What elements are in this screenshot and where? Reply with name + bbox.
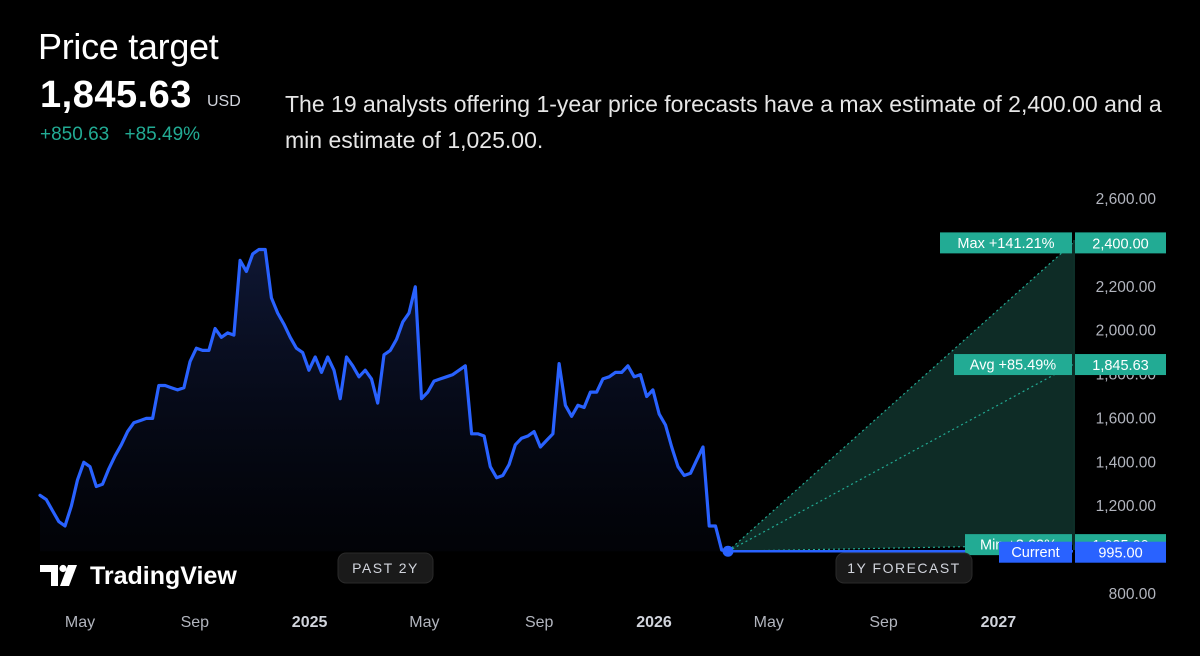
currency-label: USD (207, 93, 241, 110)
price-change: +850.63 +85.49% (40, 124, 210, 146)
change-percent: +85.49% (124, 124, 201, 145)
change-absolute: +850.63 (40, 124, 110, 145)
y-tick-label: 1,200.00 (1096, 498, 1157, 515)
x-tick-label: 2025 (292, 614, 328, 631)
forecast-tags: Max +141.21% 2,400.00 Avg +85.49% 1,845.63 M… (940, 232, 1166, 563)
tradingview-logo-text: TradingView (90, 562, 237, 590)
x-axis: May Sep 2025 May Sep 2026 May Sep 2027 (65, 614, 1016, 631)
current-price-dot (722, 545, 734, 557)
forecast-band (1073, 242, 1075, 545)
x-tick-label: May (409, 614, 439, 631)
period-forecast-label: 1Y FORECAST (847, 560, 961, 576)
y-tick-label: 2,200.00 (1096, 279, 1157, 296)
period-past-label: PAST 2Y (352, 560, 419, 576)
avg-tag: Avg +85.49% 1,845.63 (954, 354, 1166, 376)
y-tick-label: 1,600.00 (1096, 410, 1157, 427)
price-history-line (38, 247, 730, 553)
y-tick-label: 2,000.00 (1096, 323, 1157, 340)
current-tag-value: 995.00 (1098, 546, 1142, 562)
forecast-description: The 19 analysts offering 1-year price fo… (285, 91, 1162, 153)
current-tag: Current 995.00 (999, 541, 1166, 563)
y-tick-label: 1,400.00 (1096, 454, 1157, 471)
x-tick-label: Sep (525, 614, 554, 631)
max-tag-value-box (1075, 232, 1166, 254)
max-tag-label-box (940, 232, 1072, 254)
price-area (40, 249, 728, 552)
avg-tag-value: 1,845.63 (1092, 358, 1148, 374)
price-target-value: 1,845.63 (40, 74, 192, 116)
y-tick-label: 800.00 (1109, 586, 1157, 603)
tradingview-logo-icon (40, 564, 77, 586)
forecast-max-line (727, 242, 1074, 552)
x-tick-label: 2026 (636, 614, 672, 631)
forecast-avg-line (727, 364, 1074, 552)
x-tick-label: May (754, 614, 784, 631)
x-tick-label: Sep (869, 614, 898, 631)
current-tag-label-box (999, 541, 1072, 563)
y-tick-label: 2,600.00 (1096, 191, 1157, 208)
forecast-cone (728, 242, 1073, 552)
tradingview-logo: TradingView (40, 562, 237, 590)
x-tick-label: May (65, 614, 95, 631)
period-past-pill[interactable]: PAST 2Y (337, 552, 434, 584)
max-tag-label: Max +141.21% (957, 236, 1054, 252)
avg-tag-value-box (1075, 354, 1166, 376)
x-tick-label: 2027 (981, 614, 1017, 631)
avg-tag-label-box (954, 354, 1072, 376)
page-title: Price target (38, 26, 219, 67)
avg-tag-label: Avg +85.49% (970, 358, 1057, 374)
current-tag-label: Current (1011, 545, 1059, 561)
x-tick-label: Sep (181, 614, 210, 631)
max-tag-value: 2,400.00 (1092, 236, 1148, 252)
period-forecast-pill[interactable]: 1Y FORECAST (835, 552, 973, 584)
current-tag-value-box (1075, 541, 1166, 563)
max-tag: Max +141.21% 2,400.00 (940, 232, 1166, 254)
